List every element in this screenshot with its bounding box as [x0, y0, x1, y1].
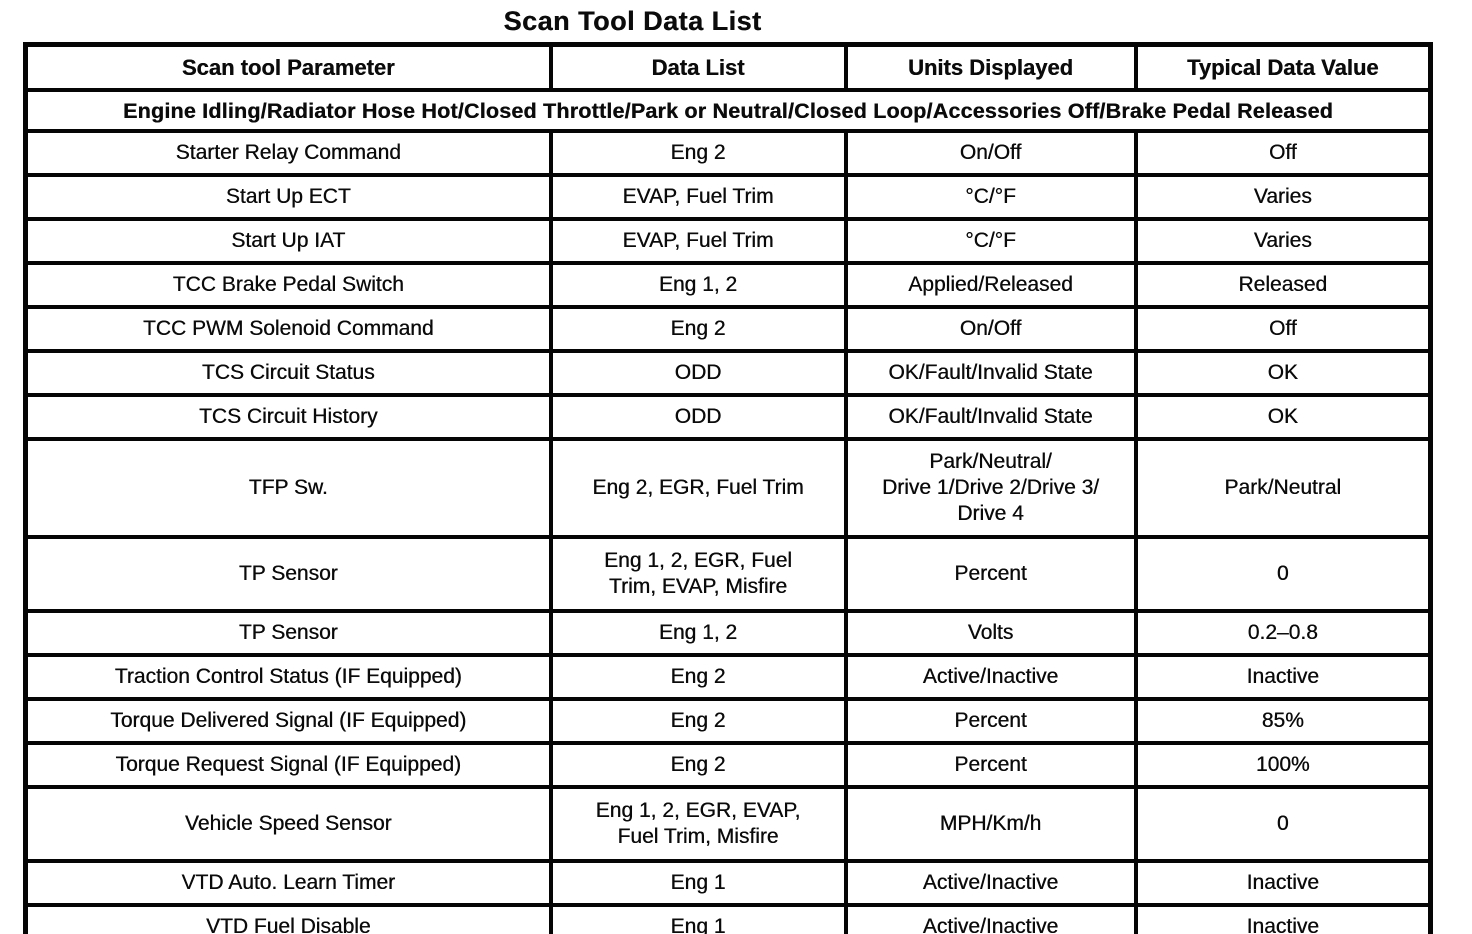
units-cell: Volts [843, 609, 1138, 657]
table-row: Vehicle Speed Sensor Eng 1, 2, EGR, EVAP… [23, 785, 1433, 863]
units-cell: Park/Neutral/ Drive 1/Drive 2/Drive 3/ D… [843, 437, 1138, 539]
parameter-cell: TP Sensor [23, 535, 553, 613]
data-list-cell: Eng 2 [548, 697, 848, 745]
parameter-cell: Start Up IAT [23, 217, 553, 265]
typical-value-cell: 0 [1133, 785, 1433, 863]
table-row: VTD Auto. Learn Timer Eng 1 Active/Inact… [23, 859, 1433, 907]
table-row: VTD Fuel Disable Eng 1 Active/Inactive I… [23, 903, 1433, 934]
table-row: Start Up IAT EVAP, Fuel Trim °C/°F Varie… [23, 217, 1433, 265]
units-cell: On/Off [843, 305, 1138, 353]
column-header-units: Units Displayed [843, 42, 1138, 92]
data-list-cell: Eng 1 [548, 903, 848, 934]
table-row: TCC PWM Solenoid Command Eng 2 On/Off Of… [23, 305, 1433, 353]
data-list-cell: Eng 1, 2, EGR, EVAP, Fuel Trim, Misfire [548, 785, 848, 863]
data-list-cell: Eng 1 [548, 859, 848, 907]
units-cell: Active/Inactive [843, 653, 1138, 701]
table-row: Start Up ECT EVAP, Fuel Trim °C/°F Varie… [23, 173, 1433, 221]
table-header-row: Scan tool Parameter Data List Units Disp… [23, 42, 1433, 92]
table-row: TP Sensor Eng 1, 2, EGR, Fuel Trim, EVAP… [23, 535, 1433, 613]
table-row: TCS Circuit History ODD OK/Fault/Invalid… [23, 393, 1433, 441]
table-row: TP Sensor Eng 1, 2 Volts 0.2–0.8 [23, 609, 1433, 657]
units-cell: Active/Inactive [843, 859, 1138, 907]
typical-value-cell: Off [1133, 129, 1433, 177]
typical-value-cell: Off [1133, 305, 1433, 353]
parameter-cell: TCC Brake Pedal Switch [23, 261, 553, 309]
column-header-typical-value: Typical Data Value [1133, 42, 1433, 92]
parameter-cell: VTD Fuel Disable [23, 903, 553, 934]
parameter-cell: TP Sensor [23, 609, 553, 657]
typical-value-cell: Inactive [1133, 859, 1433, 907]
typical-value-cell: OK [1133, 349, 1433, 397]
parameter-cell: TCC PWM Solenoid Command [23, 305, 553, 353]
table-row: TCC Brake Pedal Switch Eng 1, 2 Applied/… [23, 261, 1433, 309]
units-cell: On/Off [843, 129, 1138, 177]
typical-value-cell: Inactive [1133, 903, 1433, 934]
typical-value-cell: 0 [1133, 535, 1433, 613]
test-condition-row: Engine Idling/Radiator Hose Hot/Closed T… [23, 88, 1433, 133]
parameter-cell: Traction Control Status (IF Equipped) [23, 653, 553, 701]
units-cell: Active/Inactive [843, 903, 1138, 934]
data-list-cell: Eng 2, EGR, Fuel Trim [548, 437, 848, 539]
table-row: TCS Circuit Status ODD OK/Fault/Invalid … [23, 349, 1433, 397]
units-cell: OK/Fault/Invalid State [843, 349, 1138, 397]
table-row: Traction Control Status (IF Equipped) En… [23, 653, 1433, 701]
data-list-cell: ODD [548, 349, 848, 397]
data-list-cell: EVAP, Fuel Trim [548, 217, 848, 265]
typical-value-cell: Park/Neutral [1133, 437, 1433, 539]
typical-value-cell: OK [1133, 393, 1433, 441]
typical-value-cell: 100% [1133, 741, 1433, 789]
data-list-cell: EVAP, Fuel Trim [548, 173, 848, 221]
units-cell: Percent [843, 535, 1138, 613]
units-cell: Percent [843, 741, 1138, 789]
data-list-cell: Eng 1, 2 [548, 261, 848, 309]
data-list-cell: ODD [548, 393, 848, 441]
column-header-parameter: Scan tool Parameter [23, 42, 553, 92]
parameter-cell: Start Up ECT [23, 173, 553, 221]
parameter-cell: Torque Request Signal (IF Equipped) [23, 741, 553, 789]
table-row: Torque Request Signal (IF Equipped) Eng … [23, 741, 1433, 789]
typical-value-cell: 85% [1133, 697, 1433, 745]
table-row: Torque Delivered Signal (IF Equipped) En… [23, 697, 1433, 745]
page-title: Scan Tool Data List [503, 6, 762, 36]
typical-value-cell: Released [1133, 261, 1433, 309]
parameter-cell: TCS Circuit History [23, 393, 553, 441]
data-list-cell: Eng 2 [548, 741, 848, 789]
data-list-cell: Eng 2 [548, 129, 848, 177]
data-list-cell: Eng 1, 2, EGR, Fuel Trim, EVAP, Misfire [548, 535, 848, 613]
typical-value-cell: 0.2–0.8 [1133, 609, 1433, 657]
typical-value-cell: Inactive [1133, 653, 1433, 701]
column-header-data-list: Data List [548, 42, 848, 92]
scan-tool-data-table: Scan tool Parameter Data List Units Disp… [23, 42, 1433, 934]
data-list-cell: Eng 1, 2 [548, 609, 848, 657]
units-cell: Percent [843, 697, 1138, 745]
parameter-cell: TCS Circuit Status [23, 349, 553, 397]
typical-value-cell: Varies [1133, 217, 1433, 265]
parameter-cell: Vehicle Speed Sensor [23, 785, 553, 863]
data-list-cell: Eng 2 [548, 653, 848, 701]
data-list-cell: Eng 2 [548, 305, 848, 353]
typical-value-cell: Varies [1133, 173, 1433, 221]
parameter-cell: VTD Auto. Learn Timer [23, 859, 553, 907]
parameter-cell: Torque Delivered Signal (IF Equipped) [23, 697, 553, 745]
units-cell: Applied/Released [843, 261, 1138, 309]
parameter-cell: Starter Relay Command [23, 129, 553, 177]
table-row: Starter Relay Command Eng 2 On/Off Off [23, 129, 1433, 177]
units-cell: °C/°F [843, 217, 1138, 265]
units-cell: MPH/Km/h [843, 785, 1138, 863]
units-cell: °C/°F [843, 173, 1138, 221]
units-cell: OK/Fault/Invalid State [843, 393, 1138, 441]
parameter-cell: TFP Sw. [23, 437, 553, 539]
test-condition-text: Engine Idling/Radiator Hose Hot/Closed T… [23, 88, 1433, 133]
table-row: TFP Sw. Eng 2, EGR, Fuel Trim Park/Neutr… [23, 437, 1433, 539]
